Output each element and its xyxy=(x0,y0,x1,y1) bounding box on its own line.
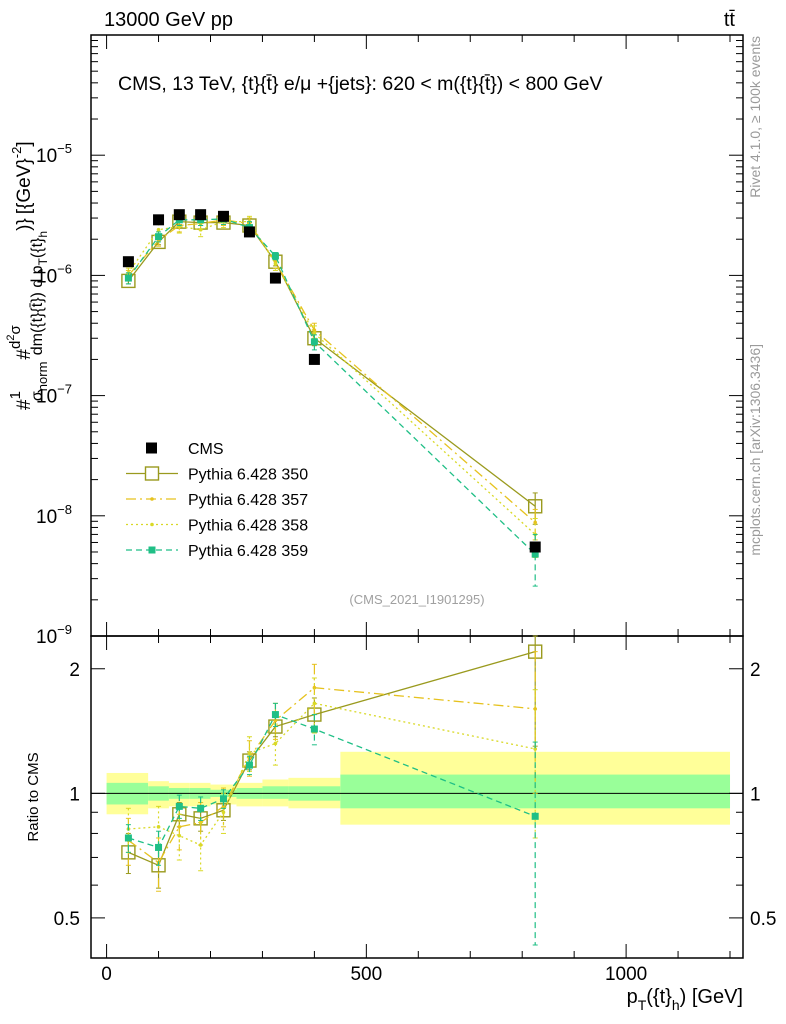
ratio-series-pythia-6-428-359 xyxy=(124,702,539,946)
main-data-point xyxy=(529,541,541,553)
main-series-line xyxy=(127,219,536,523)
main-series-cms xyxy=(122,209,541,553)
legend-label: Pythia 6.428 350 xyxy=(188,467,308,484)
legend: CMS Pythia 6.428 350 Pythia 6.428 357 Pythi… xyxy=(126,441,308,560)
header-right: tt̄ xyxy=(724,9,736,31)
legend-entry: Pythia 6.428 359 xyxy=(126,543,308,560)
legend-entry: Pythia 6.428 357 xyxy=(126,492,308,509)
ratio-y-tick-label-right: 2 xyxy=(750,660,761,681)
main-series-pythia-6-428-359 xyxy=(124,213,539,587)
main-y-axis-ticks: 10−9 10−8 10−7 10−6 10−5 xyxy=(36,35,743,648)
ratio-marker-dot xyxy=(177,833,182,838)
x-tick-label: 1000 xyxy=(605,964,647,985)
ratio-y-tick-label-right: 1 xyxy=(750,784,761,805)
ratio-y-tick-label: 0.5 xyxy=(54,909,80,930)
main-marker-square xyxy=(155,233,163,241)
header-left: 13000 GeV pp xyxy=(104,9,233,31)
ratio-band-green xyxy=(262,786,289,799)
legend-label: Pythia 6.428 358 xyxy=(188,518,308,535)
ratio-marker-square xyxy=(310,725,318,733)
legend-marker xyxy=(144,466,160,481)
chart-title: CMS, 13 TeV, {t}{t̄} e/μ +{jets}: 620 < … xyxy=(118,73,602,95)
main-marker-dot xyxy=(312,328,317,333)
ratio-marker-dot xyxy=(247,751,252,756)
main-y-tick-label: 10−7 xyxy=(36,382,72,408)
main-marker-square xyxy=(310,338,318,346)
main-series-line xyxy=(127,221,536,535)
main-marker-dot xyxy=(156,227,161,232)
main-y-tick-label: 10−5 xyxy=(36,141,72,167)
main-marker-dot xyxy=(312,331,317,336)
ratio-marker-dot xyxy=(198,843,203,847)
main-marker-dot xyxy=(533,520,537,525)
legend-marker xyxy=(150,497,154,501)
x-tick-label: 0 xyxy=(101,964,112,985)
main-marker-square xyxy=(124,274,132,282)
ratio-panel-frame xyxy=(90,635,744,959)
main-y-axis-label: #1 σnorm#d2σ dm({t}{t̄}) d pT({t}h)}[{GeV}… xyxy=(5,141,50,410)
ratio-y-axis-label: Ratio to CMS xyxy=(25,752,42,841)
ratio-marker-square xyxy=(124,834,132,842)
main-data-point xyxy=(122,256,134,268)
analysis-watermark: (CMS_2021_I1901295) xyxy=(349,592,484,607)
ratio-axis-ticks: 0.5 0.5 1 1 2 2 0 500 1000 xyxy=(54,636,776,985)
rivet-label: Rivet 4.1.0, ≥ 100k events xyxy=(747,36,763,198)
legend-entry: Pythia 6.428 358 xyxy=(126,518,308,535)
ratio-marker-dot xyxy=(312,685,317,690)
x-axis-label: pT({t}h) [GeV] xyxy=(627,986,743,1013)
main-data-point xyxy=(217,210,229,222)
ratio-marker-square xyxy=(175,802,183,810)
ratio-marker-dot xyxy=(312,701,317,706)
main-y-tick-label: 10−9 xyxy=(36,622,72,648)
ratio-marker-dot xyxy=(221,804,226,809)
legend-label: Pythia 6.428 357 xyxy=(188,492,308,509)
main-series-pythia-6-428-350 xyxy=(121,214,543,525)
main-marker-dot xyxy=(273,261,278,266)
ratio-marker-dot xyxy=(273,718,278,723)
legend-marker xyxy=(150,522,154,527)
legend-entry: CMS xyxy=(146,441,224,458)
ratio-marker-square xyxy=(155,843,163,851)
ratio-marker-square xyxy=(271,711,279,719)
ratio-marker-square xyxy=(245,761,253,769)
main-marker-square xyxy=(271,252,279,260)
main-data-point xyxy=(269,272,281,284)
ratio-marker-dot xyxy=(156,825,161,829)
ratio-marker-square xyxy=(219,795,227,803)
main-data-point xyxy=(243,226,255,238)
ratio-marker-dot xyxy=(177,825,182,829)
main-series-line xyxy=(127,220,536,507)
ratio-marker-dot xyxy=(533,747,537,751)
ratio-series-group xyxy=(121,635,543,946)
ratio-marker-square xyxy=(197,804,205,812)
ratio-y-tick-label: 2 xyxy=(69,660,80,681)
main-y-tick-label: 10−6 xyxy=(36,261,72,287)
ratio-y-tick-label: 1 xyxy=(69,784,80,805)
main-data-point xyxy=(173,209,185,221)
main-data-point xyxy=(195,209,207,221)
main-data-point xyxy=(308,353,320,365)
legend-label: Pythia 6.428 359 xyxy=(188,543,308,560)
mcplots-label: mcplots.cern.ch [arXiv:1306.3436] xyxy=(747,344,763,556)
x-tick-label: 500 xyxy=(350,964,382,985)
main-marker-square xyxy=(531,550,539,558)
legend-label: CMS xyxy=(188,441,224,458)
ratio-marker-dot xyxy=(221,810,226,815)
ratio-y-tick-label-right: 0.5 xyxy=(750,909,776,930)
main-y-tick-label: 10−8 xyxy=(36,502,72,528)
main-marker-dot xyxy=(198,227,203,232)
ratio-marker-dot xyxy=(533,707,537,711)
ratio-marker-dot xyxy=(273,741,278,746)
ratio-marker-square xyxy=(531,812,539,820)
legend-entry: Pythia 6.428 350 xyxy=(126,466,308,484)
legend-marker xyxy=(148,546,156,554)
main-series-group xyxy=(121,209,543,587)
legend-marker-data xyxy=(146,442,157,454)
main-data-point xyxy=(153,214,165,226)
